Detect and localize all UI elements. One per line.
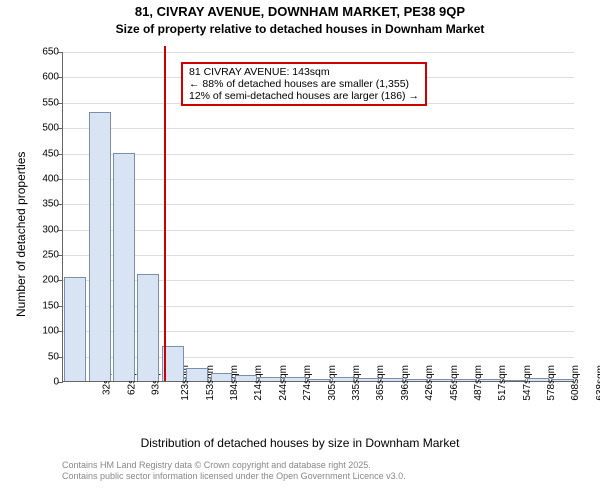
x-tick-label: 608sqm [567,365,582,401]
histogram-bar [454,379,476,381]
y-tick-label: 450 [42,148,63,159]
histogram-bar [552,379,574,381]
y-tick-label: 500 [42,123,63,134]
gridline [63,255,574,256]
y-tick-label: 150 [42,300,63,311]
y-tick-label: 250 [42,250,63,261]
x-tick-label: 396sqm [396,365,411,401]
y-tick-label: 600 [42,72,63,83]
y-tick-label: 300 [42,224,63,235]
chart-container: 81, CIVRAY AVENUE, DOWNHAM MARKET, PE38 … [0,0,600,500]
attribution-line: Contains HM Land Registry data © Crown c… [62,460,406,471]
x-tick-label: 244sqm [274,365,289,401]
y-tick-label: 100 [42,326,63,337]
x-tick-label: 214sqm [250,365,265,401]
histogram-bar [284,377,306,381]
x-tick-label: 426sqm [420,365,435,401]
y-tick-label: 350 [42,199,63,210]
histogram-bar [381,378,403,381]
x-axis-label: Distribution of detached houses by size … [0,436,600,450]
histogram-bar [235,375,257,381]
y-tick-label: 200 [42,275,63,286]
x-tick-label: 547sqm [518,365,533,401]
annotation-line: 81 CIVRAY AVENUE: 143sqm [189,66,419,78]
histogram-bar [137,274,159,381]
histogram-bar [430,379,452,381]
plot-area: 0501001502002503003504004505005506006503… [62,52,574,382]
gridline [63,154,574,155]
histogram-bar [479,379,501,381]
x-tick-label: 487sqm [469,365,484,401]
x-tick-label: 517sqm [493,365,508,401]
histogram-bar [332,377,354,381]
y-tick-label: 550 [42,97,63,108]
annotation-line: ← 88% of detached houses are smaller (1,… [189,78,419,90]
gridline [63,230,574,231]
histogram-bar [186,368,208,381]
x-tick-label: 456sqm [445,365,460,401]
gridline [63,128,574,129]
gridline [63,204,574,205]
annotation-line: 12% of semi-detached houses are larger (… [189,90,419,102]
x-tick-label: 365sqm [371,365,386,401]
histogram-bar [357,378,379,381]
histogram-bar [89,112,111,381]
reference-line [164,46,166,381]
attribution-line: Contains public sector information licen… [62,471,406,482]
y-tick-label: 0 [53,377,63,388]
chart-subtitle: Size of property relative to detached ho… [0,22,600,36]
annotation-box: 81 CIVRAY AVENUE: 143sqm ← 88% of detach… [181,62,427,106]
gridline [63,52,574,53]
gridline [63,179,574,180]
histogram-bar [503,380,525,381]
attribution: Contains HM Land Registry data © Crown c… [62,460,406,483]
y-tick-label: 50 [48,351,63,362]
histogram-bar [527,378,549,381]
x-tick-label: 305sqm [323,365,338,401]
x-tick-label: 274sqm [298,365,313,401]
x-tick-label: 578sqm [542,365,557,401]
histogram-bar [64,277,86,381]
histogram-bar [113,153,135,381]
histogram-bar [308,379,330,381]
histogram-bar [211,373,233,381]
x-tick-label: 184sqm [225,365,240,401]
y-tick-label: 650 [42,47,63,58]
x-tick-label: 638sqm [591,365,600,401]
y-axis-label: Number of detached properties [14,152,28,317]
x-tick-label: 335sqm [347,365,362,401]
chart-title: 81, CIVRAY AVENUE, DOWNHAM MARKET, PE38 … [0,4,600,19]
y-tick-label: 400 [42,173,63,184]
histogram-bar [406,379,428,381]
histogram-bar [259,377,281,381]
